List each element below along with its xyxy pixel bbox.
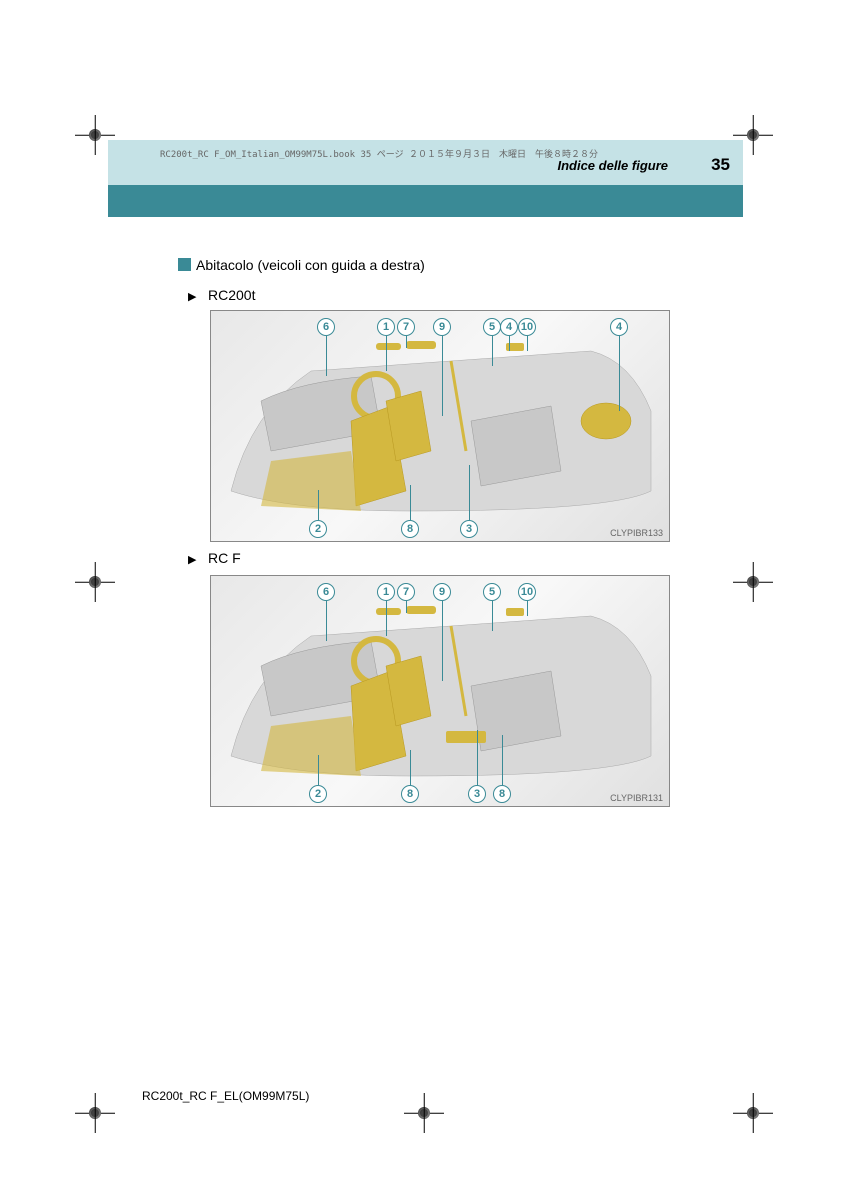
callout: 5 <box>483 583 501 601</box>
callout: 8 <box>401 785 419 803</box>
leader-line <box>410 750 411 785</box>
footer-text: RC200t_RC F_EL(OM99M75L) <box>142 1089 309 1103</box>
section-title: Abitacolo (veicoli con guida a destra) <box>196 257 425 273</box>
section-marker <box>178 258 191 271</box>
callout: 1 <box>377 583 395 601</box>
callout: 8 <box>401 520 419 538</box>
leader-line <box>492 336 493 366</box>
callout: 7 <box>397 318 415 336</box>
leader-line <box>386 336 387 371</box>
crop-mark-bl <box>75 1093 115 1133</box>
leader-line <box>492 601 493 631</box>
diagram-ref-2: CLYPIBR131 <box>610 793 663 803</box>
callout: 2 <box>309 785 327 803</box>
leader-line <box>469 465 470 520</box>
crop-mark-br <box>733 1093 773 1133</box>
callout: 6 <box>317 318 335 336</box>
leader-line <box>619 336 620 411</box>
leader-line <box>527 601 528 616</box>
header-band-dark <box>108 185 743 217</box>
header-stamp: RC200t_RC F_OM_Italian_OM99M75L.book 35 … <box>160 147 598 160</box>
crop-mark-ml <box>75 562 115 602</box>
callout: 4 <box>500 318 518 336</box>
subsection-arrow-2: ▶ <box>188 553 196 566</box>
callout: 1 <box>377 318 395 336</box>
leader-line <box>509 336 510 351</box>
callout: 4 <box>610 318 628 336</box>
callout: 9 <box>433 318 451 336</box>
subsection-title-1: RC200t <box>208 287 255 303</box>
callout: 8 <box>493 785 511 803</box>
diagram-1: 6 1 7 9 5 4 10 4 2 8 3 CLYPIBR133 <box>210 310 670 542</box>
callout: 10 <box>518 318 536 336</box>
leader-line <box>502 735 503 785</box>
leader-line <box>386 601 387 636</box>
page-number: 35 <box>711 155 730 175</box>
leader-line <box>406 601 407 613</box>
callout: 2 <box>309 520 327 538</box>
leader-line <box>326 601 327 641</box>
leader-line <box>410 485 411 520</box>
leader-line <box>318 490 319 520</box>
callout: 10 <box>518 583 536 601</box>
diagram-2: 6 1 7 9 5 10 2 8 3 8 CLYPIBR131 <box>210 575 670 807</box>
leader-line <box>406 336 407 348</box>
diagram-ref-1: CLYPIBR133 <box>610 528 663 538</box>
callout: 7 <box>397 583 415 601</box>
callout: 3 <box>460 520 478 538</box>
header-title: Indice delle figure <box>557 158 668 173</box>
leader-line <box>442 601 443 681</box>
callout: 3 <box>468 785 486 803</box>
leader-line <box>318 755 319 785</box>
callout: 5 <box>483 318 501 336</box>
subsection-title-2: RC F <box>208 550 241 566</box>
callout: 6 <box>317 583 335 601</box>
subsection-arrow-1: ▶ <box>188 290 196 303</box>
crop-mark-bc <box>404 1093 444 1133</box>
crop-mark-mr <box>733 562 773 602</box>
callout: 9 <box>433 583 451 601</box>
leader-line <box>527 336 528 351</box>
leader-line <box>477 730 478 785</box>
leader-line <box>326 336 327 376</box>
leader-line <box>442 336 443 416</box>
